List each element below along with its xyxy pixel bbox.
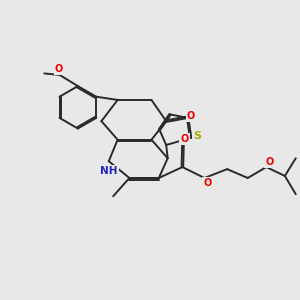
Text: O: O	[265, 157, 273, 167]
Text: O: O	[180, 134, 189, 144]
Text: O: O	[187, 111, 195, 121]
Text: NH: NH	[100, 166, 118, 176]
Text: S: S	[193, 130, 201, 141]
Text: O: O	[55, 64, 63, 74]
Text: O: O	[203, 178, 211, 188]
